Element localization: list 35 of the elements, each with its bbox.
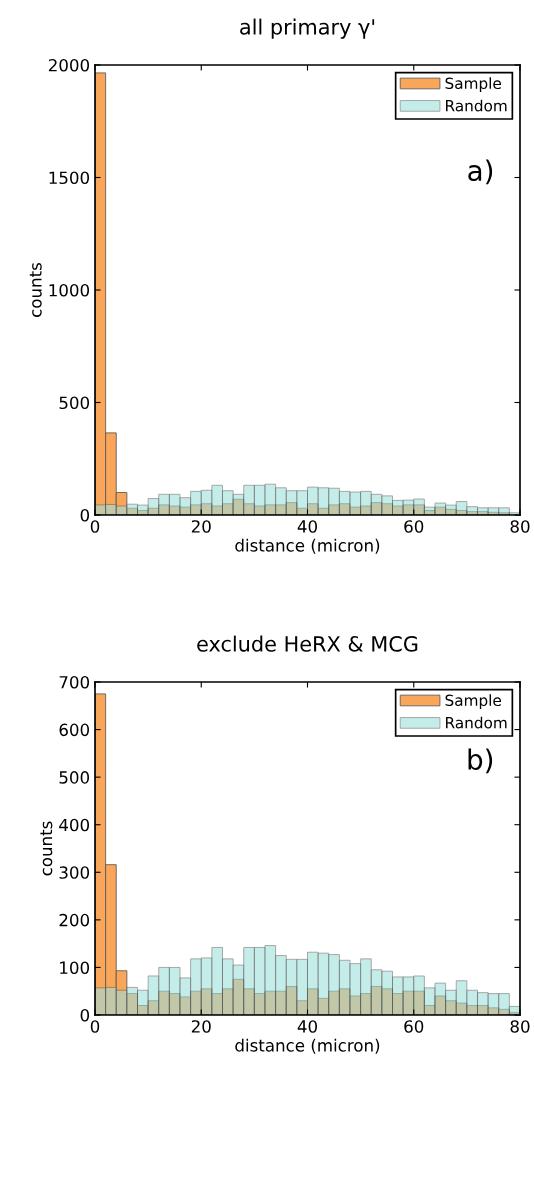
x-tick-label: 40 <box>297 520 317 533</box>
y-tick-label: 500 <box>59 771 90 784</box>
y-tick-label: 300 <box>59 866 90 879</box>
y-tick-label: 700 <box>59 675 90 689</box>
x-tick-label: 80 <box>510 520 530 533</box>
x-axis-title: distance (micron) <box>235 538 380 554</box>
x-tick-label: 20 <box>191 520 211 533</box>
x-tick-label: 20 <box>191 1020 211 1033</box>
chart-title: all primary γ' <box>240 18 375 39</box>
annotation: b) <box>468 748 493 774</box>
y-tick-label: 100 <box>60 961 90 974</box>
y-tick-label: 200 <box>59 913 90 927</box>
x-tick-label: 0 <box>90 1020 100 1033</box>
y-tick-label: 400 <box>59 818 90 832</box>
x-tick-label: 40 <box>297 1020 317 1033</box>
x-axis-title: distance (micron) <box>235 1038 380 1054</box>
chart-title: exclude HeRX & MCG <box>197 635 418 652</box>
y-tick-label: 600 <box>59 723 90 737</box>
x-tick-label: 80 <box>510 1020 530 1033</box>
y-axis-title: counts <box>29 262 42 317</box>
y-tick-label: 0 <box>80 508 90 522</box>
legend-label: Random <box>446 716 507 729</box>
x-tick-label: 0 <box>90 520 100 533</box>
annotation: a) <box>468 159 493 185</box>
legend-label: Sample <box>445 694 501 710</box>
y-tick-label: 2000 <box>48 58 90 72</box>
legend-label: Random <box>446 99 507 112</box>
y-tick-label: 0 <box>80 1008 90 1022</box>
legend-label: Sample <box>445 77 501 93</box>
y-tick-label: 500 <box>59 396 90 410</box>
x-tick-label: 60 <box>404 520 424 533</box>
y-tick-label: 1500 <box>49 171 90 185</box>
x-tick-label: 60 <box>404 1020 424 1033</box>
y-tick-label: 1000 <box>49 283 90 297</box>
y-axis-title: counts <box>40 821 53 876</box>
